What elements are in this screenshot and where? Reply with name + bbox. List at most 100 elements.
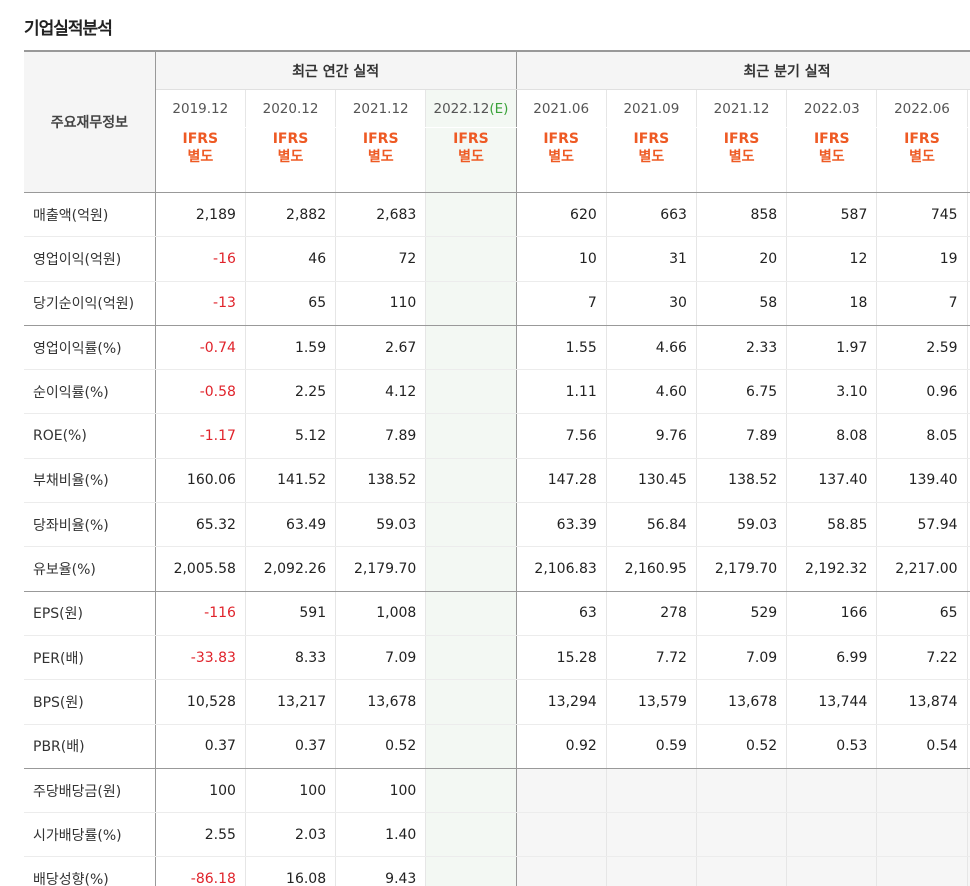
annual-value-cell: 100 xyxy=(245,768,337,814)
period-label: 2022.03 xyxy=(803,100,860,117)
quarter-value-cell: 620 xyxy=(516,192,607,238)
quarter-value-cell xyxy=(696,768,788,814)
quarter-value-cell xyxy=(786,768,878,814)
financial-summary-table: 주요재무정보 최근 연간 실적 최근 분기 실적 2019.12 2020.12 2… xyxy=(24,50,970,886)
quarter-value-cell: 65 xyxy=(876,591,968,636)
quarter-value-cell: 31 xyxy=(606,236,697,282)
quarter-value-cell: 2.59 xyxy=(876,325,968,371)
annual-value-cell: 16.08 xyxy=(245,856,337,886)
quarter-value-cell: 13,579 xyxy=(606,679,697,725)
row-label: ROE(%) xyxy=(24,413,156,459)
quarter-value-cell: 58 xyxy=(696,281,788,326)
ifrs-scope: 별도 xyxy=(818,149,845,165)
quarter-value-cell xyxy=(967,369,970,415)
annual-value-cell: 1.40 xyxy=(335,812,427,858)
row-label: 배당성향(%) xyxy=(24,856,156,886)
quarter-value-cell xyxy=(516,812,607,858)
quarter-value-cell xyxy=(786,812,878,858)
quarter-value-cell: 1.97 xyxy=(786,325,878,371)
quarter-value-cell: 4.60 xyxy=(606,369,697,415)
row-label: PER(배) xyxy=(24,635,156,681)
period-label: 2019.12 xyxy=(172,100,229,117)
ifrs-standard: IFRS xyxy=(362,131,399,147)
annual-value-cell: 0.37 xyxy=(245,724,337,769)
quarter-value-cell: 19 xyxy=(876,236,968,282)
quarter-value-cell: 12 xyxy=(786,236,878,282)
quarter-value-cell: 0.52 xyxy=(696,724,788,769)
quarter-value-cell: 63 xyxy=(516,591,607,636)
annual-value-cell: 7.89 xyxy=(335,413,427,459)
quarter-value-cell: 0.92 xyxy=(516,724,607,769)
ifrs-badge: IFRS 별도 xyxy=(696,127,788,193)
estimate-cell xyxy=(425,768,517,814)
row-label: BPS(원) xyxy=(24,679,156,725)
period-header: 2021.09 xyxy=(606,89,697,128)
ifrs-badge: IFRS 별도 xyxy=(425,127,517,193)
ifrs-header-row: IFRS 별도 IFRS 별도 IFRS 별도 IFRS 별도 IFRS 별도 IFRS 별도 IFRS… xyxy=(24,127,970,193)
table-row: EPS(원) -116 591 1,008 63 278 529 166 65 xyxy=(24,591,970,636)
annual-value-cell: 59.03 xyxy=(335,502,427,548)
estimate-cell xyxy=(425,413,517,459)
quarter-value-cell: 4.66 xyxy=(606,325,697,371)
quarter-value-cell: 7.89 xyxy=(696,413,788,459)
quarter-value-cell xyxy=(606,768,697,814)
ifrs-standard: IFRS xyxy=(904,131,940,147)
quarter-value-cell: 663 xyxy=(606,192,697,238)
quarter-value-cell: 18 xyxy=(786,281,878,326)
ifrs-label: IFRS 별도 xyxy=(517,128,606,166)
quarter-value-cell: 2,179.70 xyxy=(696,546,788,592)
period-header: 2019.12 xyxy=(155,89,246,128)
quarter-value-cell xyxy=(876,812,968,858)
ifrs-badge: IFRS 별도 xyxy=(606,127,697,193)
estimate-cell xyxy=(425,635,517,681)
annual-value-cell: 0.37 xyxy=(155,724,246,769)
annual-value-cell: 9.43 xyxy=(335,856,427,886)
section-title: 기업실적분석 xyxy=(24,19,113,39)
annual-value-cell: 2,683 xyxy=(335,192,427,238)
table-row: 순이익률(%) -0.58 2.25 4.12 1.11 4.60 6.75 3.10 0.96 xyxy=(24,369,970,415)
quarter-value-cell xyxy=(967,635,970,681)
quarter-value-cell: 529 xyxy=(696,591,788,636)
annual-value-cell: -16 xyxy=(155,236,246,282)
quarter-value-cell: 130.45 xyxy=(606,458,697,504)
row-label: 영업이익(억원) xyxy=(24,236,156,282)
annual-value-cell: 160.06 xyxy=(155,458,246,504)
table-row: 매출액(억원) 2,189 2,882 2,683 620 663 858 587 745 xyxy=(24,192,970,238)
period-label: 2020.12 xyxy=(262,100,319,117)
row-label: 유보율(%) xyxy=(24,546,156,592)
annual-value-cell: -33.83 xyxy=(155,635,246,681)
quarter-value-cell: 7.09 xyxy=(696,635,788,681)
quarter-value-cell xyxy=(696,856,788,886)
ifrs-scope: 별도 xyxy=(548,149,575,165)
table-row: 영업이익률(%) -0.74 1.59 2.67 1.55 4.66 2.33 1.97 2.5… xyxy=(24,325,970,371)
quarter-value-cell: 0.53 xyxy=(786,724,878,769)
ifrs-standard: IFRS xyxy=(453,131,489,147)
quarter-value-cell: 59.03 xyxy=(696,502,788,548)
annual-value-cell: 2,092.26 xyxy=(245,546,337,592)
table-row: 당기순이익(억원) -13 65 110 7 30 58 18 7 xyxy=(24,281,970,326)
row-label-header: 주요재무정보 xyxy=(24,50,156,193)
quarter-value-cell: 0.59 xyxy=(606,724,697,769)
ifrs-standard: IFRS xyxy=(543,131,579,147)
quarter-value-cell xyxy=(516,768,607,814)
quarter-value-cell xyxy=(606,856,697,886)
quarter-value-cell: 7.72 xyxy=(606,635,697,681)
ifrs-badge: IFRS 별도 xyxy=(245,127,337,193)
annual-value-cell: 2.03 xyxy=(245,812,337,858)
quarter-value-cell: 6.99 xyxy=(786,635,878,681)
table-row: BPS(원) 10,528 13,217 13,678 13,294 13,579 13,6… xyxy=(24,679,970,725)
quarter-value-cell: 858 xyxy=(696,192,788,238)
period-header: 2021.06 xyxy=(516,89,607,128)
period-header: 20 xyxy=(967,89,970,128)
estimate-cell xyxy=(425,812,517,858)
quarter-value-cell: 0.54 xyxy=(876,724,968,769)
estimate-cell xyxy=(425,724,517,769)
period-label: 2021.12 xyxy=(713,100,770,117)
annual-value-cell: 100 xyxy=(335,768,427,814)
annual-value-cell: -86.18 xyxy=(155,856,246,886)
quarter-value-cell xyxy=(967,192,970,238)
ifrs-label: IFRS 별도 xyxy=(607,128,696,166)
annual-value-cell: 2.55 xyxy=(155,812,246,858)
annual-value-cell: 2,179.70 xyxy=(335,546,427,592)
row-label: 주당배당금(원) xyxy=(24,768,156,814)
